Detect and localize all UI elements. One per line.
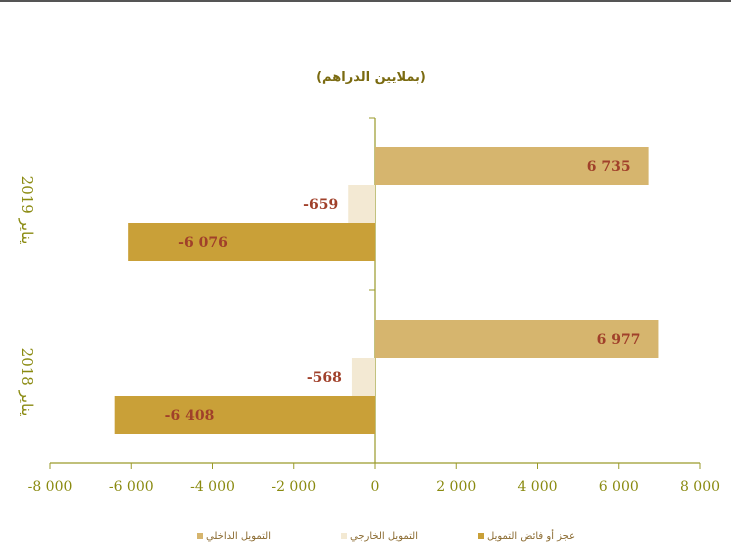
x-tick-label: -8 000	[28, 479, 73, 495]
bar	[375, 320, 659, 358]
data-label: 6 977	[597, 332, 641, 348]
x-tick-label: 2 000	[436, 479, 476, 495]
data-label: -6 408	[165, 408, 215, 424]
x-tick-label: -2 000	[271, 479, 316, 495]
bar	[128, 223, 375, 261]
x-tick-label: -4 000	[190, 479, 235, 495]
data-label: 6 735	[587, 159, 631, 175]
bar	[351, 358, 375, 396]
legend-label: التمويل الداخلي	[206, 531, 271, 542]
top-rule	[0, 0, 731, 2]
chart-title: (بملايين الدراهم)	[316, 70, 426, 85]
category-label: يناير 2019	[18, 176, 36, 245]
data-label: -659	[303, 197, 338, 213]
legend-label: عجز أو فائض التمويل	[487, 529, 575, 542]
x-tick-label: 6 000	[599, 479, 639, 495]
bar	[114, 396, 376, 434]
x-tick-label: 8 000	[680, 479, 720, 495]
data-label: -568	[307, 370, 342, 386]
x-tick-label: 0	[371, 479, 380, 495]
bar	[348, 185, 375, 223]
category-label: يناير 2018	[18, 348, 36, 417]
x-tick-label: -6 000	[109, 479, 154, 495]
legend-swatch	[197, 533, 203, 539]
legend-swatch	[341, 533, 347, 539]
x-tick-label: 4 000	[517, 479, 557, 495]
bar	[375, 147, 649, 185]
legend-swatch	[478, 533, 484, 539]
legend-label: التمويل الخارجي	[350, 531, 418, 542]
data-label: -6 076	[178, 235, 228, 251]
